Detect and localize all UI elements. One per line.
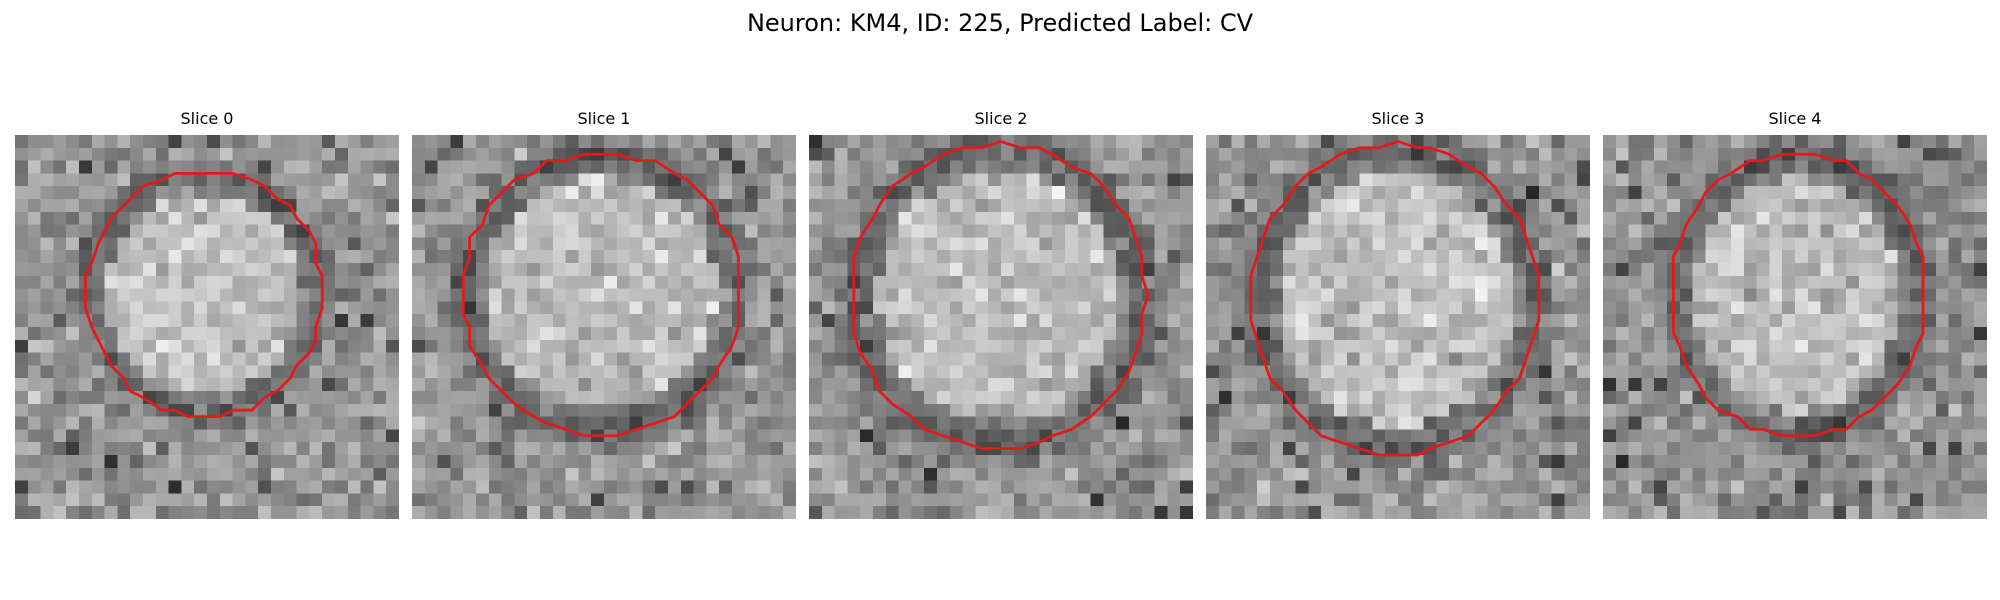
segmentation-contour: [1249, 139, 1541, 457]
slice-title: Slice 2: [974, 109, 1028, 128]
contour-overlay: [1671, 152, 1925, 438]
segmentation-contour: [1671, 152, 1925, 438]
slice-title: Slice 1: [577, 109, 631, 128]
contour-overlay: [852, 139, 1150, 451]
contour-overlay: [1249, 139, 1541, 457]
slice-image: [809, 135, 1193, 519]
slice-title: Slice 4: [1768, 109, 1822, 128]
figure-title: Neuron: KM4, ID: 225, Predicted Label: C…: [746, 9, 1254, 37]
segmentation-contour: [83, 171, 324, 419]
slice-title: Slice 0: [180, 109, 234, 128]
segmentation-contour: [461, 152, 740, 438]
slice-title: Slice 3: [1371, 109, 1425, 128]
slice-image: [412, 135, 796, 519]
contour-overlay: [83, 171, 324, 419]
slice-image: [15, 135, 399, 519]
segmentation-contour: [852, 139, 1150, 451]
contour-overlay: [461, 152, 740, 438]
